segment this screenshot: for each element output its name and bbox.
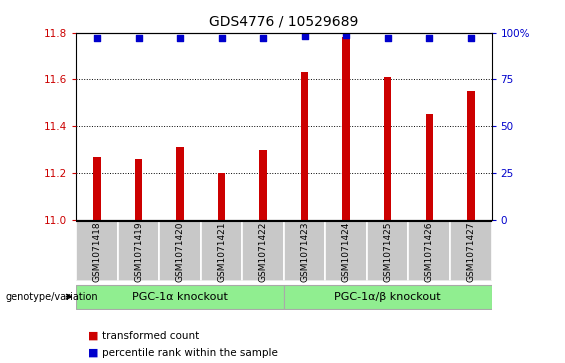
Bar — [242, 221, 284, 281]
Bar — [135, 159, 142, 220]
Point — [176, 35, 185, 41]
Bar — [259, 150, 267, 220]
Title: GDS4776 / 10529689: GDS4776 / 10529689 — [209, 15, 359, 29]
Bar — [367, 221, 408, 281]
Bar — [467, 91, 475, 220]
Bar — [76, 285, 284, 309]
Bar — [159, 221, 201, 281]
Bar — [76, 221, 118, 281]
Text: GSM1071426: GSM1071426 — [425, 221, 434, 282]
Bar — [118, 221, 159, 281]
Bar — [325, 221, 367, 281]
Text: genotype/variation: genotype/variation — [6, 292, 98, 302]
Text: GSM1071427: GSM1071427 — [466, 221, 475, 282]
Bar — [176, 147, 184, 220]
Bar — [342, 37, 350, 220]
Bar — [284, 221, 325, 281]
Text: ■: ■ — [88, 331, 98, 341]
Text: GSM1071423: GSM1071423 — [300, 221, 309, 282]
Text: GSM1071425: GSM1071425 — [383, 221, 392, 282]
Bar — [218, 173, 225, 220]
Bar — [408, 221, 450, 281]
Bar — [284, 285, 492, 309]
Bar — [384, 77, 392, 220]
Text: transformed count: transformed count — [102, 331, 199, 341]
Bar — [301, 72, 308, 220]
Point — [217, 35, 226, 41]
Point — [300, 33, 309, 39]
Text: GSM1071419: GSM1071419 — [134, 221, 143, 282]
Bar — [450, 221, 492, 281]
Point — [259, 35, 268, 41]
Text: PGC-1α knockout: PGC-1α knockout — [132, 292, 228, 302]
Text: GSM1071418: GSM1071418 — [93, 221, 102, 282]
Text: percentile rank within the sample: percentile rank within the sample — [102, 348, 277, 358]
Point — [383, 35, 392, 41]
Point — [425, 35, 434, 41]
Bar — [201, 221, 242, 281]
Bar — [425, 114, 433, 220]
Text: PGC-1α/β knockout: PGC-1α/β knockout — [334, 292, 441, 302]
Point — [466, 35, 475, 41]
Text: ■: ■ — [88, 348, 98, 358]
Point — [134, 35, 143, 41]
Text: GSM1071420: GSM1071420 — [176, 221, 185, 282]
Bar — [93, 156, 101, 220]
Text: GSM1071424: GSM1071424 — [342, 221, 351, 282]
Point — [342, 32, 351, 37]
Text: GSM1071422: GSM1071422 — [259, 221, 268, 282]
Text: GSM1071421: GSM1071421 — [217, 221, 226, 282]
Point — [93, 35, 102, 41]
